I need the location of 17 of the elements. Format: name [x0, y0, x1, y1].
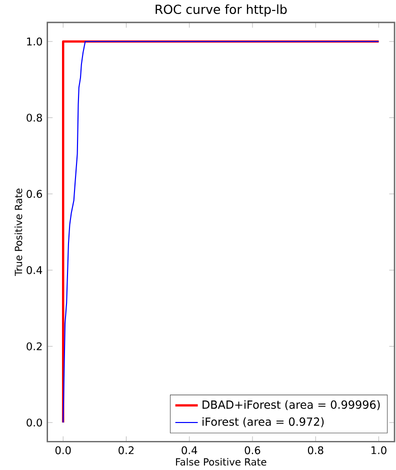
x-axis-title: False Positive Rate	[176, 458, 266, 466]
x-tick-label: 0.8	[308, 446, 324, 454]
x-tick-label: 0.6	[244, 446, 260, 454]
y-axis-title: True Positive Rate	[14, 188, 22, 276]
legend-label: DBAD+iForest (area = 0.99996)	[202, 400, 380, 410]
y-tick-label: 0.6	[26, 190, 42, 198]
x-tick-label: 0.4	[181, 446, 197, 454]
legend-label: iForest (area = 0.972)	[202, 417, 324, 428]
x-tick-label: 0.0	[55, 446, 71, 454]
chart-title: ROC curve for http-lb	[155, 4, 286, 16]
y-tick-label: 0.2	[26, 342, 42, 350]
y-tick-label: 0.0	[26, 418, 42, 427]
y-tick-label: 1.0	[26, 37, 42, 46]
y-tick-label: 0.8	[26, 114, 42, 122]
x-tick-label: 0.2	[118, 446, 134, 454]
x-tick-label: 1.0	[371, 446, 386, 454]
y-tick-label: 0.4	[26, 266, 42, 274]
